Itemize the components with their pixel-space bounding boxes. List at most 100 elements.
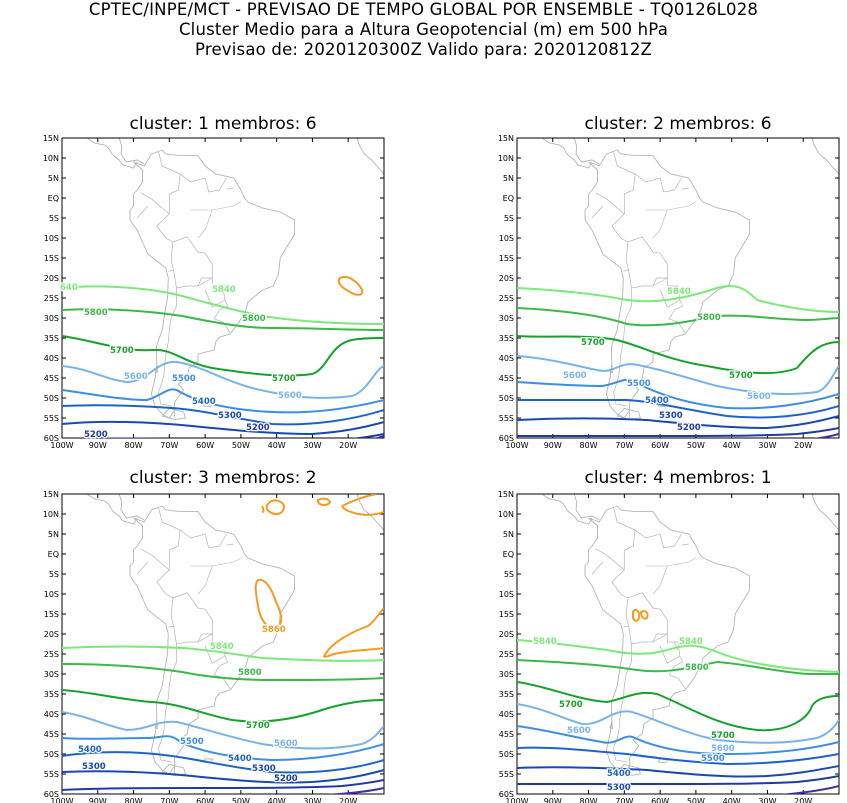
lat-label: 10N (43, 510, 59, 519)
lat-label: 45S (499, 730, 514, 739)
lon-label: 80W (125, 441, 143, 448)
lat-label: 10N (498, 510, 514, 519)
lon-label: 30W (303, 441, 321, 448)
contour-5500 (62, 388, 384, 414)
lon-label: 40W (723, 797, 741, 803)
lat-label: 55S (44, 770, 59, 779)
lon-label: 50W (687, 797, 705, 803)
lat-label: 30S (499, 314, 514, 323)
contour-5600 (517, 703, 839, 744)
contour-label: 5500 (180, 737, 204, 747)
lat-label: 35S (499, 334, 514, 343)
contour-label: 5300 (218, 411, 242, 421)
contour-label: 5300 (252, 764, 276, 774)
lat-label: 40S (499, 710, 514, 719)
contour-5860-cell (254, 578, 283, 630)
contour-label: 5200 (246, 423, 270, 433)
lat-label: 15N (43, 134, 59, 143)
lat-label: 20S (499, 630, 514, 639)
contour-label: 5500 (701, 754, 725, 764)
contour-label: 5300 (659, 411, 683, 421)
lat-label: 5N (503, 174, 514, 183)
contour-label: 5800 (685, 663, 709, 673)
contour-label: 5200 (84, 430, 108, 440)
header-dates: Previsao de: 2020120300Z Valido para: 20… (194, 40, 653, 59)
lat-label: 50S (499, 394, 514, 403)
contour-5700 (517, 681, 839, 732)
lat-label: 50S (499, 750, 514, 759)
map-frame: 15N 10N 5N EQ 5S 10S 15S 20S 25S 30S 35S 40S 45S 50S 5… (498, 490, 840, 803)
lat-label: 10N (43, 154, 59, 163)
lon-label: 100W (505, 797, 528, 803)
lon-label: 50W (232, 797, 250, 803)
contour-5800 (517, 307, 839, 327)
lat-label: 30S (44, 670, 59, 679)
contour-label: 5500 (172, 374, 196, 384)
lon-label: 60W (651, 797, 669, 803)
contour-label: 5400 (78, 745, 102, 755)
contour-label: 5600 (124, 372, 148, 382)
lon-label: 20W (794, 441, 812, 448)
contour-label: 5400 (607, 769, 631, 779)
lat-label: 5N (48, 530, 59, 539)
contour-label: 5600 (711, 744, 735, 754)
lon-label: 40W (268, 441, 286, 448)
contour-5400 (62, 404, 384, 426)
lat-label: EQ (503, 550, 514, 559)
contour-5840 (62, 645, 384, 662)
lat-label: 10S (499, 590, 514, 599)
contour-5300 (517, 415, 839, 430)
lat-label: 50S (44, 750, 59, 759)
lat-label: 15S (499, 254, 514, 263)
lat-label: 20S (44, 274, 59, 283)
contour-label: 5200 (677, 423, 701, 433)
lon-label: 20W (339, 441, 357, 448)
contour-label: 5400 (645, 396, 669, 406)
lon-label: 90W (89, 797, 107, 803)
map-panel-cluster-1: cluster: 1 membros: 6 15N 10N 5N EQ 5S 10S 15S… (0, 108, 420, 448)
contour-5300 (62, 420, 384, 436)
contour-5860-cell (323, 607, 384, 658)
lat-label: 60S (499, 434, 514, 443)
coastlines (540, 138, 839, 421)
panel-title: cluster: 2 membros: 6 (584, 114, 772, 134)
lat-label: 5S (49, 570, 59, 579)
lon-label: 90W (89, 441, 107, 448)
contour-5860-cell (337, 276, 364, 296)
contour-5860-cell (639, 610, 649, 620)
lon-label: 20W (794, 797, 812, 803)
lon-label: 30W (758, 441, 776, 448)
contour-label: 5800 (697, 313, 721, 323)
lon-label: 70W (160, 441, 178, 448)
lat-label: 30S (499, 670, 514, 679)
lat-label: 15S (499, 610, 514, 619)
lat-label: 55S (499, 414, 514, 423)
contour-label: 5800 (84, 308, 108, 318)
lat-label: 10N (498, 154, 514, 163)
header-title: CPTEC/INPE/MCT - PREVISAO DE TEMPO GLOBA… (88, 0, 759, 19)
map-frame: 15N 10N 5N EQ 5S 10S 15S 20S 25S 30S 35S 40S 45S 50S 5… (43, 490, 385, 803)
lat-label: 5S (504, 214, 514, 223)
lon-label: 70W (615, 797, 633, 803)
contour-5840 (62, 285, 384, 325)
lat-label: 45S (44, 374, 59, 383)
contour-label: 5700 (559, 700, 583, 710)
lat-label: 45S (499, 374, 514, 383)
lon-label: 20W (339, 797, 357, 803)
lon-label: 80W (580, 441, 598, 448)
map-panel-cluster-2: cluster: 2 membros: 6 15N 10N 5N EQ 5S 10S 15S… (455, 108, 847, 448)
contour-label: 5600 (278, 391, 302, 401)
lon-label: 50W (232, 441, 250, 448)
contour-label: 5700 (581, 338, 605, 348)
contour-5800 (62, 308, 384, 331)
lat-label: 55S (499, 770, 514, 779)
contour-5860-cell (341, 494, 384, 516)
lat-label: 10S (44, 590, 59, 599)
contour-5860-cell (261, 505, 265, 513)
lat-label: EQ (48, 550, 59, 559)
lon-label: 30W (303, 797, 321, 803)
lat-label: 50S (44, 394, 59, 403)
lat-label: EQ (503, 194, 514, 203)
contour-label: 5600 (563, 371, 587, 381)
contour-5600 (517, 355, 839, 395)
